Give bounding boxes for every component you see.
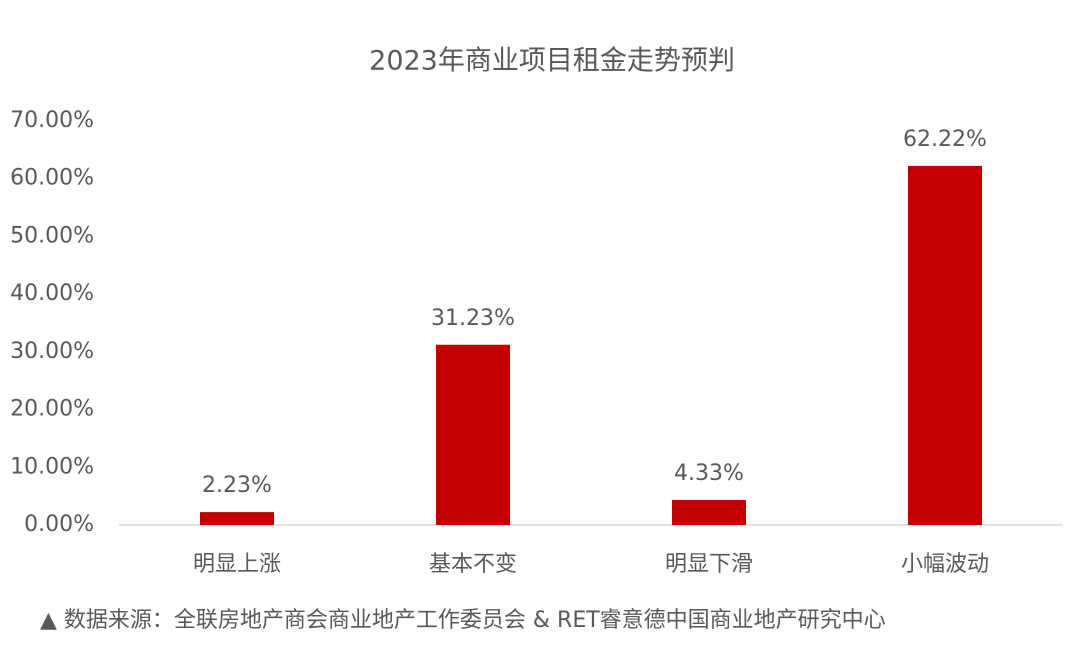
bar [672, 500, 746, 525]
bar [908, 165, 982, 525]
y-tick-label: 0.00% [24, 512, 94, 537]
x-tick-label: 明显上涨 [193, 552, 281, 577]
bar [200, 512, 274, 525]
chart-title: 2023年商业项目租金走势预判 [369, 46, 735, 77]
source-note: ▲ 数据来源：全联房地产商会商业地产工作委员会 & RET睿意德中国商业地产研究… [40, 608, 886, 633]
value-label: 4.33% [674, 461, 744, 486]
x-tick-label: 明显下滑 [665, 552, 753, 577]
y-tick-label: 60.00% [10, 166, 94, 191]
x-tick-label: 基本不变 [429, 552, 517, 577]
x-tick-label: 小幅波动 [901, 552, 989, 577]
y-tick-label: 70.00% [10, 108, 94, 133]
bar [436, 344, 510, 525]
y-tick-label: 40.00% [10, 281, 94, 306]
y-tick-label: 20.00% [10, 397, 94, 422]
y-tick-label: 10.00% [10, 454, 94, 479]
value-label: 31.23% [431, 306, 515, 331]
value-label: 2.23% [202, 473, 272, 498]
y-tick-label: 30.00% [10, 339, 94, 364]
value-label: 62.22% [903, 127, 987, 152]
y-tick-label: 50.00% [10, 223, 94, 248]
